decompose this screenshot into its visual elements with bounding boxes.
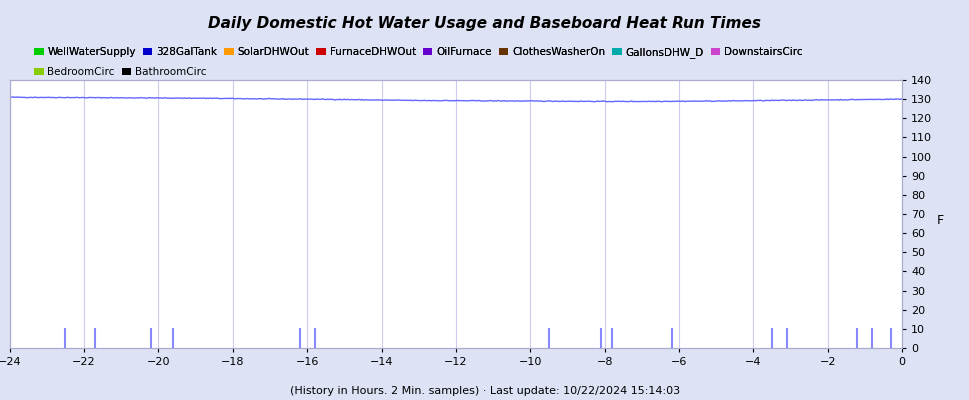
Legend: WellWaterSupply, 328GalTank, SolarDHWOut, FurnaceDHWOut, OilFurnace, ClothesWash: WellWaterSupply, 328GalTank, SolarDHWOut… xyxy=(34,47,801,58)
Legend: BedroomCirc, BathroomCirc: BedroomCirc, BathroomCirc xyxy=(34,67,206,77)
Y-axis label: F: F xyxy=(936,214,943,227)
Text: Daily Domestic Hot Water Usage and Baseboard Heat Run Times: Daily Domestic Hot Water Usage and Baseb… xyxy=(208,16,761,31)
Text: (History in Hours. 2 Min. samples) · Last update: 10/22/2024 15:14:03: (History in Hours. 2 Min. samples) · Las… xyxy=(290,386,679,396)
